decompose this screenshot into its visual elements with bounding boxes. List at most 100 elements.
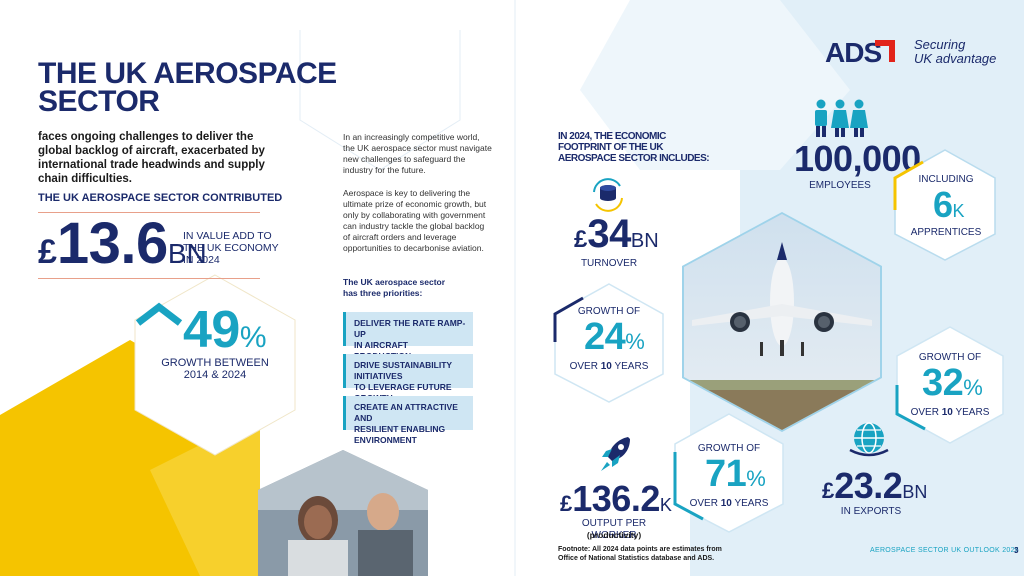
hex-growth-71 (673, 413, 784, 533)
growth-24-number: 24 (584, 316, 626, 358)
intro-text: faces ongoing challenges to deliver the … (38, 131, 265, 185)
growth-24-over: OVER (569, 361, 598, 372)
engineers-photo (258, 450, 428, 576)
growth-32-label: GROWTH OF (918, 352, 982, 363)
priority-1-line1: DELIVER THE RATE RAMP-UP (354, 318, 466, 339)
growth-71-label: GROWTH OF (697, 443, 761, 454)
value-add-suffix: BN (167, 238, 207, 269)
light-hexagon-top (580, 0, 850, 170)
turnover-prefix: £ (574, 226, 588, 253)
footnote: Footnote: All 2024 data points are estim… (558, 545, 722, 563)
growth-24-figure: 24% (584, 316, 645, 359)
logo-tagline: Securing UK advantage (914, 38, 996, 66)
exports-suffix: BN (902, 482, 928, 502)
growth-24-years-word: YEARS (614, 361, 649, 372)
exports-prefix: £ (822, 478, 835, 503)
growth-71-years-num: 10 (720, 498, 732, 509)
apprentices-figure: 6K (933, 184, 965, 226)
value-add-prefix: £ (38, 233, 57, 271)
middle-para-2: Aerospace is key to delivering the ultim… (343, 188, 487, 253)
growth-unit: % (239, 321, 267, 354)
ads-logo: ADS (825, 36, 897, 68)
growth-24-unit: % (625, 329, 645, 354)
apprentices-number: 6 (933, 184, 953, 225)
page-title: THE UK AEROSPACE SECTOR (38, 57, 337, 118)
priority-3: CREATE AN ATTRACTIVE AND RESILIENT ENABL… (343, 396, 473, 445)
footprint-line2: FOOTPRINT OF THE UK (558, 142, 663, 153)
growth-32-years: OVER 10 YEARS (910, 407, 990, 419)
priority-3-line2: RESILIENT ENABLING ENVIRONMENT (354, 424, 446, 445)
priorities-heading-1: The UK aerospace sector (343, 277, 446, 287)
growth-32-unit: % (963, 375, 983, 400)
footnote-line2: Office of National Statistics database a… (558, 555, 715, 562)
footprint-heading: IN 2024, THE ECONOMIC FOOTPRINT OF THE U… (558, 131, 710, 164)
priorities-heading-2: has three priorities: (343, 288, 423, 298)
growth-24-years-num: 10 (600, 361, 612, 372)
growth-number: 49 (183, 301, 240, 359)
priority-1: DELIVER THE RATE RAMP-UP IN AIRCRAFT PRO… (343, 312, 473, 361)
people-icon (815, 99, 868, 137)
priorities-heading: The UK aerospace sector has three priori… (343, 277, 445, 299)
value-add-number: 13.6 (56, 211, 168, 276)
contributed-label: THE UK AEROSPACE SECTOR CONTRIBUTED (38, 192, 283, 204)
growth-32-figure: 32% (922, 362, 983, 405)
title-line2: SECTOR (38, 85, 160, 118)
output-figure: £136.2K (560, 478, 672, 520)
output-label: OUTPUT PER WORKER (581, 518, 647, 541)
priority-3-line1: CREATE AN ATTRACTIVE AND (354, 402, 458, 423)
output-prefix: £ (560, 491, 573, 516)
growth-24-years: OVER 10 YEARS (569, 361, 649, 373)
value-add-desc-3: IN 2024 (183, 254, 220, 266)
footprint-line3: AEROSPACE SECTOR INCLUDES: (558, 153, 710, 164)
exports-label: IN EXPORTS (840, 506, 902, 517)
employees-number: 100,000 (794, 138, 921, 179)
hex-growth-24 (553, 283, 664, 403)
output-number: 136.2 (572, 478, 660, 519)
growth-71-figure: 71% (705, 453, 766, 496)
footprint-line1: IN 2024, THE ECONOMIC (558, 131, 666, 142)
coins-icon (593, 178, 623, 212)
priority-2: DRIVE SUSTAINABILITY INITIATIVES TO LEVE… (343, 354, 473, 403)
divider-bottom (38, 278, 260, 279)
aircraft-photo (682, 212, 882, 432)
turnover-suffix: BN (630, 230, 659, 252)
logo-text: ADS (825, 37, 881, 66)
growth-71-years: OVER 10 YEARS (689, 498, 769, 510)
apprentices-desc: APPRENTICES (910, 227, 982, 238)
up-chevron-icon (135, 302, 183, 326)
turnover-label: TURNOVER (580, 258, 638, 269)
growth-71-years-word: YEARS (734, 498, 769, 509)
tagline-line1: Securing (914, 37, 966, 52)
growth-71-over: OVER (689, 498, 718, 509)
title-line1: THE UK AEROSPACE (38, 57, 337, 90)
divider-top (38, 212, 260, 213)
hex-apprentices (893, 149, 996, 261)
hex-growth-32 (895, 326, 1004, 444)
growth-32-number: 32 (922, 362, 964, 404)
exports-figure: £23.2BN (822, 465, 927, 507)
employees-label: EMPLOYEES (809, 180, 871, 191)
output-sub: (productivity) (586, 530, 642, 540)
growth-desc-1: GROWTH BETWEEN (161, 357, 269, 369)
growth-desc-2: 2014 & 2024 (183, 369, 247, 381)
tagline-line2: UK advantage (914, 51, 997, 66)
page-number: 3 (1014, 546, 1019, 555)
growth-24-label: GROWTH OF (577, 306, 641, 317)
priority-2-line1: DRIVE SUSTAINABILITY INITIATIVES (354, 360, 452, 381)
growth-71-number: 71 (705, 453, 747, 495)
turnover-figure: £34BN (574, 212, 659, 257)
ads-logo-mark: ADS (825, 37, 895, 68)
rocket-icon (601, 437, 630, 471)
growth-71-unit: % (746, 466, 766, 491)
hex-outline (299, 30, 461, 171)
growth-desc: GROWTH BETWEEN 2014 & 2024 (160, 357, 270, 381)
turnover-number: 34 (587, 212, 631, 256)
middle-para-1: In an increasingly competitive world, th… (343, 132, 492, 175)
growth-32-over: OVER (910, 407, 939, 418)
footnote-line1: Footnote: All 2024 data points are estim… (558, 546, 722, 553)
value-add-desc: IN VALUE ADD TO THE UK ECONOMY IN 2024 (183, 230, 279, 266)
value-add-desc-2: THE UK ECONOMY (183, 242, 279, 254)
growth-figure: 49% (183, 300, 267, 360)
growth-32-years-word: YEARS (955, 407, 990, 418)
footer-title: AEROSPACE SECTOR UK OUTLOOK 2025 (870, 547, 1019, 554)
